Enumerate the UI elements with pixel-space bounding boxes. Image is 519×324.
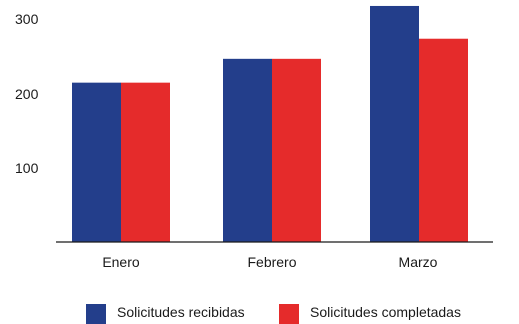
legend-label-recibidas: Solicitudes recibidas (117, 304, 245, 320)
bar-enero-completadas (121, 82, 170, 242)
y-tick-label-300: 300 (15, 11, 39, 27)
legend-swatch-recibidas (86, 304, 106, 324)
category-label-marzo: Marzo (399, 254, 438, 270)
bar-febrero-recibidas (223, 58, 272, 242)
legend-swatch-completadas (279, 304, 299, 324)
category-label-febrero: Febrero (247, 254, 296, 270)
bar-febrero-completadas (272, 58, 321, 242)
bar-enero-recibidas (72, 82, 121, 242)
bar-marzo-completadas (419, 38, 468, 243)
category-label-enero: Enero (102, 254, 140, 270)
legend: Solicitudes recibidas Solicitudes comple… (86, 304, 461, 324)
legend-label-completadas: Solicitudes completadas (310, 304, 461, 320)
y-axis-ticks: 100 200 300 (15, 11, 39, 176)
bars (72, 5, 468, 243)
x-axis-categories: Enero Febrero Marzo (102, 254, 437, 270)
bar-marzo-recibidas (370, 5, 419, 242)
y-tick-label-200: 200 (15, 86, 39, 102)
y-tick-label-100: 100 (15, 160, 39, 176)
